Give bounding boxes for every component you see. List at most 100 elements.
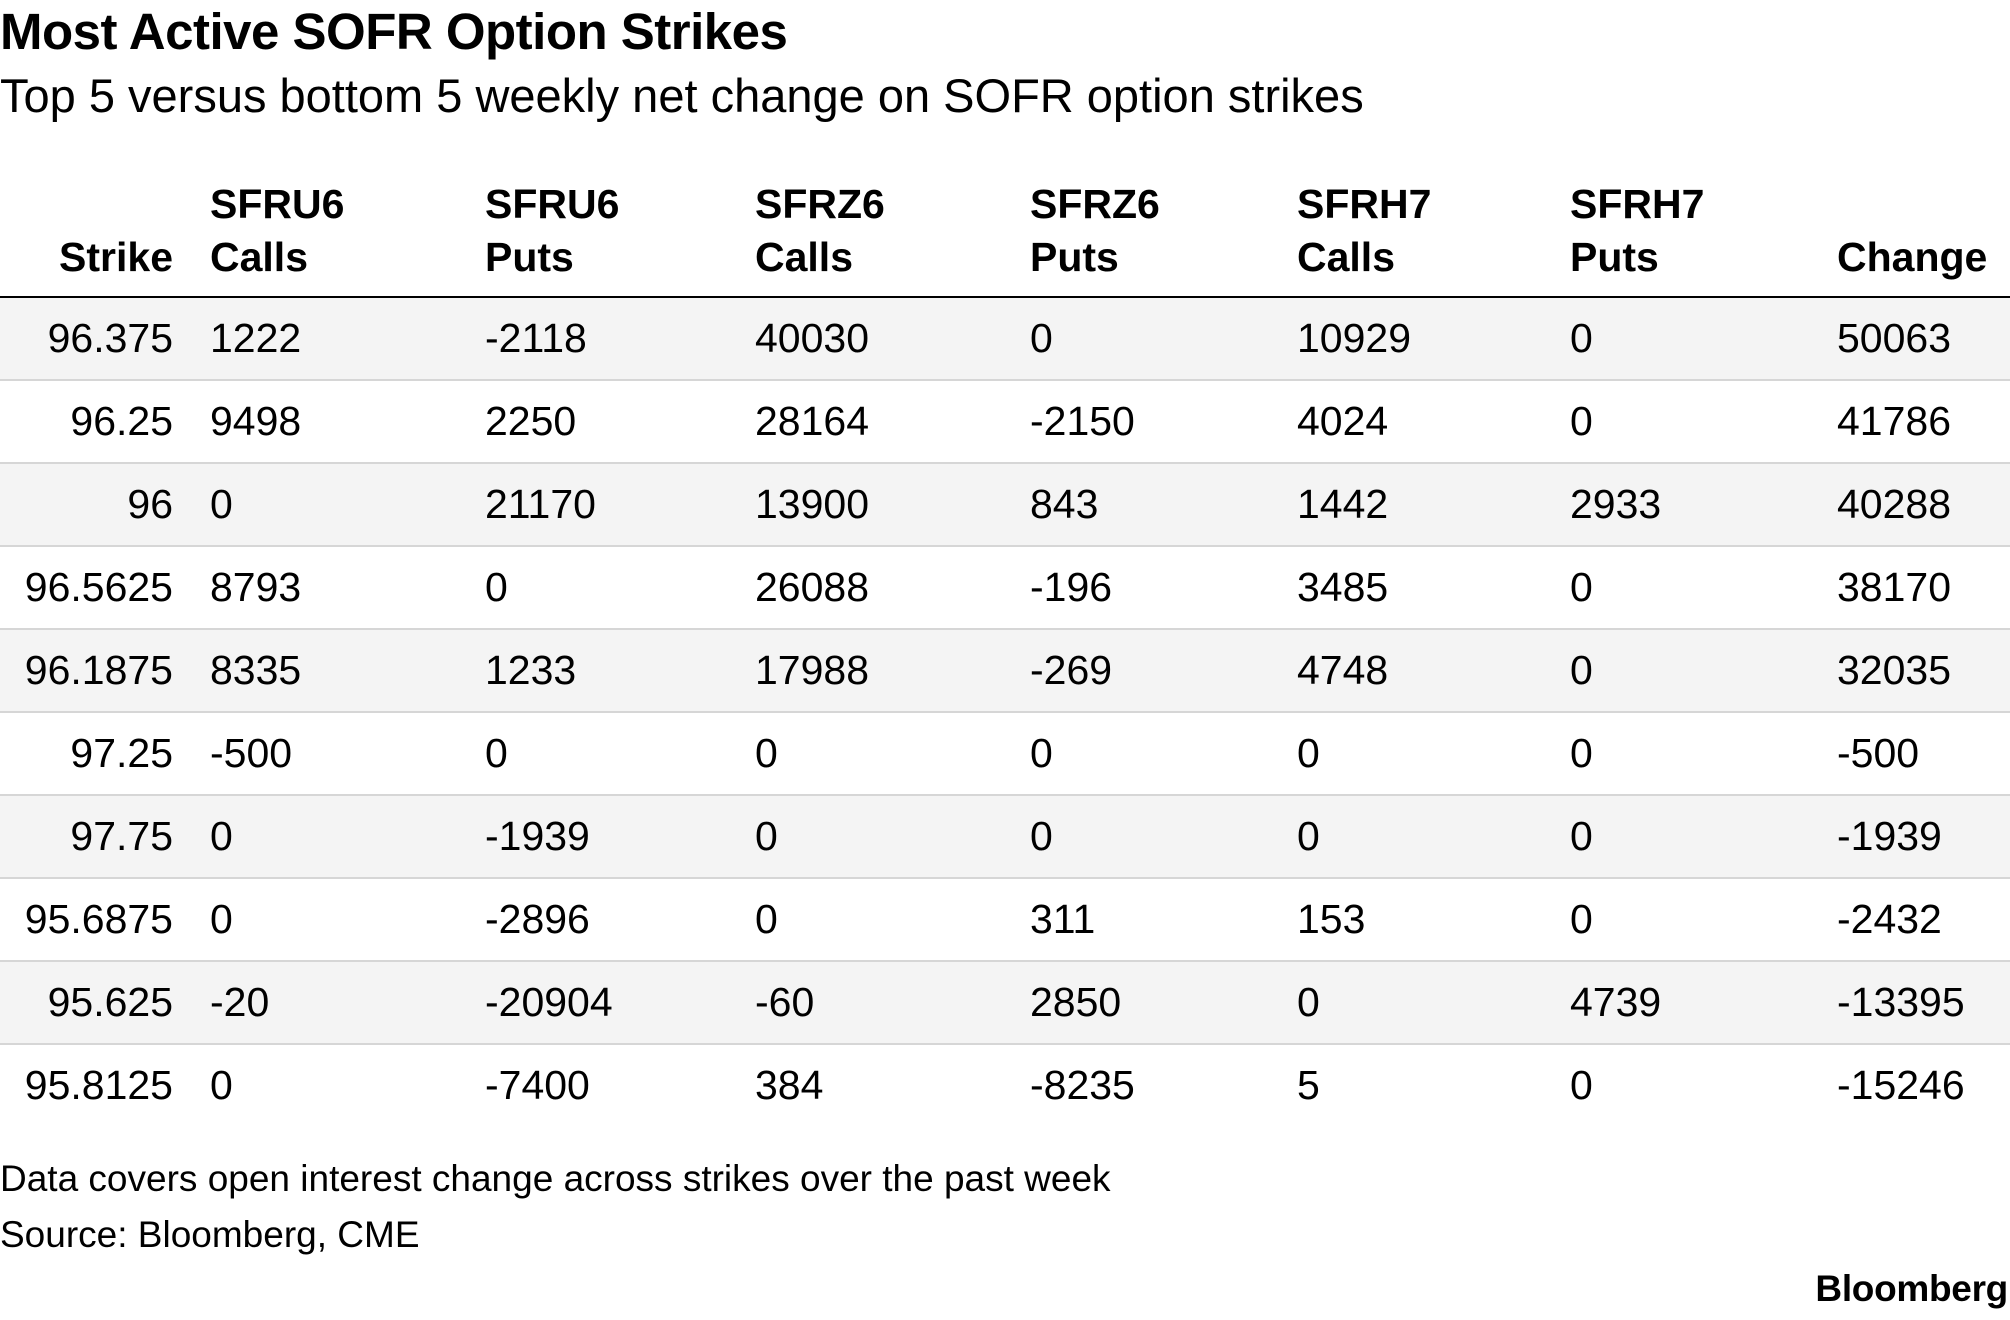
value-cell: 0 (1297, 795, 1570, 879)
chart-title: Most Active SOFR Option Strikes (0, 3, 788, 60)
value-cell: 0 (1570, 712, 1837, 796)
value-cell: 13900 (755, 463, 1030, 547)
value-cell: -2118 (485, 297, 755, 381)
table-row: 96.25 9498 2250 28164 -2150 4024 0 41786 (0, 380, 2010, 464)
column-header-line1: SFRH7 (1570, 181, 1705, 227)
sofr-strikes-table: Strike SFRU6 Calls SFRU6 Puts SFRZ6 Calls SFRZ6… (0, 170, 2010, 1126)
value-cell: 0 (210, 795, 485, 879)
value-cell: 1222 (210, 297, 485, 381)
value-cell: -2432 (1837, 878, 2010, 962)
strike-cell: 97.25 (0, 712, 210, 796)
value-cell: 8793 (210, 546, 485, 630)
column-header: Change (1837, 170, 2010, 298)
column-header-line2: Strike (59, 234, 173, 280)
table-row: 96.375 1222 -2118 40030 0 10929 0 50063 (0, 297, 2010, 381)
value-cell: -13395 (1837, 961, 2010, 1045)
value-cell: 38170 (1837, 546, 2010, 630)
value-cell: 311 (1030, 878, 1297, 962)
value-cell: 10929 (1297, 297, 1570, 381)
strike-cell: 96.1875 (0, 629, 210, 713)
value-cell: -1939 (485, 795, 755, 879)
value-cell: 2933 (1570, 463, 1837, 547)
table-row: 96.1875 8335 1233 17988 -269 4748 0 32035 (0, 629, 2010, 713)
table-row: 95.6875 0 -2896 0 311 153 0 -2432 (0, 878, 2010, 962)
value-cell: 0 (485, 546, 755, 630)
strike-cell: 95.625 (0, 961, 210, 1045)
value-cell: 21170 (485, 463, 755, 547)
source-note: Source: Bloomberg, CME (0, 1214, 420, 1255)
value-cell: 0 (755, 878, 1030, 962)
value-cell: 0 (485, 712, 755, 796)
value-cell: 4739 (1570, 961, 1837, 1045)
value-cell: 0 (755, 712, 1030, 796)
column-header: SFRU6 Puts (485, 170, 755, 298)
value-cell: 17988 (755, 629, 1030, 713)
value-cell: 2250 (485, 380, 755, 464)
value-cell: 9498 (210, 380, 485, 464)
value-cell: -2896 (485, 878, 755, 962)
value-cell: 0 (1030, 297, 1297, 381)
value-cell: 0 (210, 1062, 233, 1108)
column-header-line1: SFRZ6 (755, 181, 885, 227)
value-cell: 40030 (755, 297, 1030, 381)
value-cell: 0 (1570, 878, 1837, 962)
table-row: 96 0 21170 13900 843 1442 2933 40288 (0, 463, 2010, 547)
table-header-row: Strike SFRU6 Calls SFRU6 Puts SFRZ6 Calls SFRZ6… (0, 170, 2010, 298)
value-cell: 40288 (1837, 463, 2010, 547)
column-header: SFRU6 Calls (210, 170, 485, 298)
column-header-line2: Puts (1030, 234, 1119, 280)
table-row: 97.75 0 -1939 0 0 0 0 -1939 (0, 795, 2010, 879)
column-header: SFRH7 Puts (1570, 170, 1837, 298)
column-header: SFRZ6 Calls (755, 170, 1030, 298)
column-header-line2: Calls (210, 234, 308, 280)
column-header-line1 (0, 178, 173, 231)
strike-cell: 96 (0, 463, 210, 547)
data-table-container: Strike SFRU6 Calls SFRU6 Puts SFRZ6 Calls SFRZ6… (0, 170, 2010, 1126)
column-header-line2: Puts (1570, 234, 1659, 280)
column-header-line1: SFRH7 (1297, 181, 1432, 227)
value-cell: -196 (1030, 546, 1297, 630)
value-cell: 0 (1570, 546, 1837, 630)
value-cell: 4748 (1297, 629, 1570, 713)
value-cell: 0 (1570, 629, 1837, 713)
value-cell: 28164 (755, 380, 1030, 464)
value-cell: 2850 (1030, 961, 1297, 1045)
value-cell: 0 (1570, 1062, 1593, 1108)
bloomberg-logo: Bloomberg (1815, 1268, 2008, 1309)
column-header: SFRH7 Calls (1297, 170, 1570, 298)
value-cell: -20 (210, 961, 485, 1045)
value-cell: -8235 (1030, 1062, 1135, 1108)
strike-cell: 97.75 (0, 795, 210, 879)
value-cell: -60 (755, 961, 1030, 1045)
value-cell: 0 (1030, 712, 1297, 796)
value-cell: 41786 (1837, 380, 2010, 464)
column-header-line2: Calls (1297, 234, 1395, 280)
value-cell: 32035 (1837, 629, 2010, 713)
strike-cell: 95.8125 (24, 1062, 173, 1108)
value-cell: 843 (1030, 463, 1297, 547)
table-row: 96.5625 8793 0 26088 -196 3485 0 38170 (0, 546, 2010, 630)
value-cell: 3485 (1297, 546, 1570, 630)
table-row: 97.25 -500 0 0 0 0 0 -500 (0, 712, 2010, 796)
value-cell: 0 (1297, 712, 1570, 796)
value-cell: 0 (755, 795, 1030, 879)
chart-subtitle: Top 5 versus bottom 5 weekly net change … (0, 69, 1364, 122)
value-cell: 0 (1297, 961, 1570, 1045)
value-cell: -2150 (1030, 380, 1297, 464)
value-cell: -500 (1837, 712, 2010, 796)
column-header-line2: Change (1837, 234, 1988, 280)
strike-cell: 96.5625 (0, 546, 210, 630)
value-cell: 0 (1030, 795, 1297, 879)
strike-cell: 96.25 (0, 380, 210, 464)
value-cell: -269 (1030, 629, 1297, 713)
value-cell: -7400 (485, 1062, 590, 1108)
column-header: SFRZ6 Puts (1030, 170, 1297, 298)
column-header-line1: SFRU6 (210, 181, 345, 227)
value-cell: -20904 (485, 961, 755, 1045)
column-header-line1: SFRZ6 (1030, 181, 1160, 227)
value-cell: -1939 (1837, 795, 2010, 879)
value-cell: 0 (1570, 795, 1837, 879)
value-cell: 50063 (1837, 297, 2010, 381)
strike-cell: 95.6875 (0, 878, 210, 962)
value-cell: 0 (210, 463, 485, 547)
